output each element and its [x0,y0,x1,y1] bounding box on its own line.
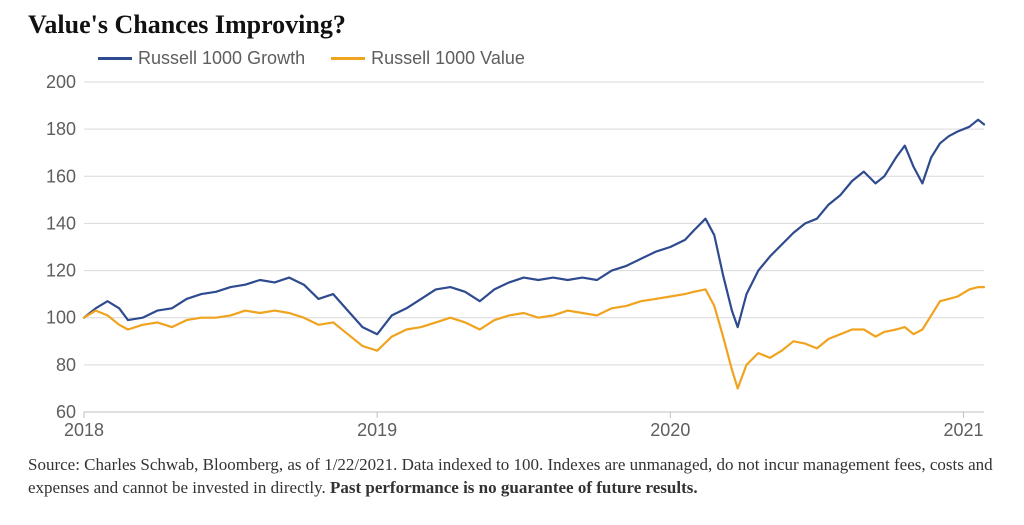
y-tick-label: 80 [56,355,76,375]
chart-title: Value's Chances Improving? [28,10,996,40]
y-tick-label: 180 [46,119,76,139]
series-line-1 [84,287,984,388]
x-tick-label: 2019 [357,420,397,440]
page-root: Value's Chances Improving? Russell 1000 … [0,0,1024,525]
y-tick-label: 140 [46,213,76,233]
y-tick-label: 100 [46,308,76,328]
x-tick-label: 2021 [943,420,983,440]
x-tick-label: 2018 [64,420,104,440]
series-line-0 [84,120,984,335]
y-tick-label: 160 [46,166,76,186]
y-tick-label: 200 [46,72,76,92]
chart-svg: 60 80 100 120 140 160 180 200 2018 2019 2020 2021 [28,46,996,446]
y-tick-label: 120 [46,261,76,281]
y-tick-label: 60 [56,402,76,422]
chart-container: Russell 1000 Growth Russell 1000 Value 6… [28,46,996,446]
footnote-bold: Past performance is no guarantee of futu… [330,478,698,497]
chart-footnote: Source: Charles Schwab, Bloomberg, as of… [28,454,996,500]
x-tick-label: 2020 [650,420,690,440]
